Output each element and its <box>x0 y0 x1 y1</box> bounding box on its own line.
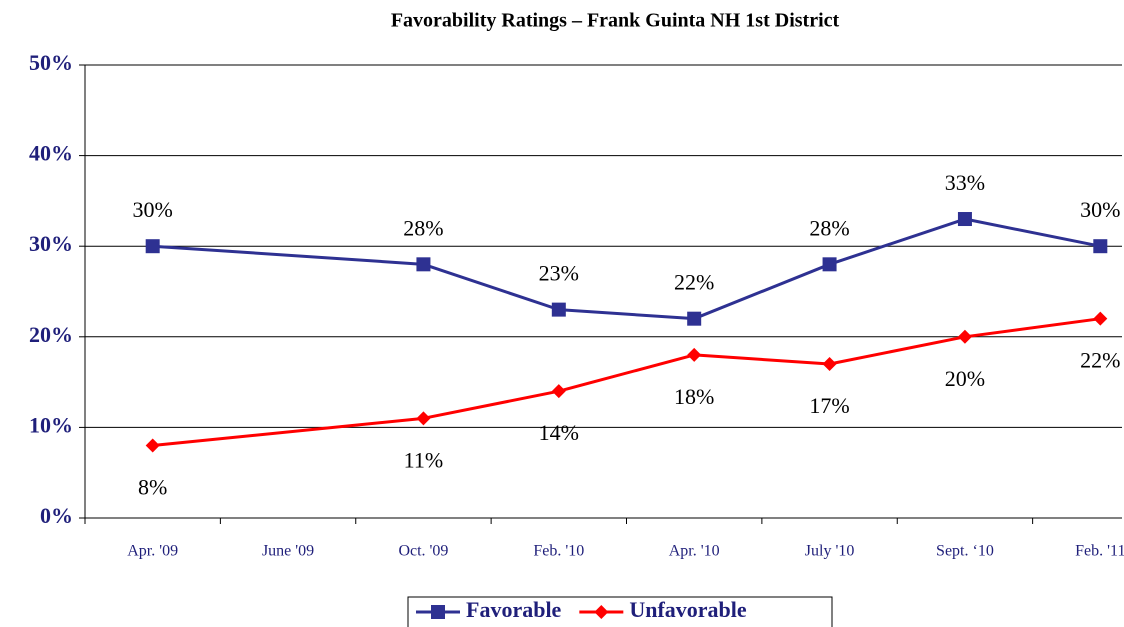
data-label: 30% <box>133 197 173 222</box>
marker <box>957 212 972 227</box>
chart-title: Favorability Ratings – Frank Guinta NH 1… <box>391 10 840 32</box>
data-label: 8% <box>138 475 167 500</box>
line-segment <box>964 217 1101 248</box>
marker <box>687 311 702 326</box>
marker <box>551 302 566 317</box>
data-label: 23% <box>539 261 579 286</box>
marker <box>957 329 972 344</box>
data-label: 22% <box>1080 348 1120 373</box>
data-label: 14% <box>539 420 579 445</box>
line-segment <box>423 389 560 420</box>
line-segment <box>829 335 966 366</box>
x-tick-label: July '10 <box>805 543 855 560</box>
marker <box>687 347 702 362</box>
line-segment <box>558 353 695 393</box>
y-tick-label: 20% <box>29 322 73 347</box>
x-tick-label: Feb. '11 <box>1075 543 1124 560</box>
marker <box>431 605 445 619</box>
data-label: 28% <box>809 215 849 240</box>
x-tick-label: Feb. '10 <box>533 543 584 560</box>
data-label: 11% <box>404 447 444 472</box>
x-tick-label: Sept. ‘10 <box>936 543 994 560</box>
y-tick-label: 50% <box>29 50 73 75</box>
marker <box>416 257 431 272</box>
legend-label: Favorable <box>466 597 562 622</box>
x-tick-label: June '09 <box>262 543 314 560</box>
marker <box>822 356 837 371</box>
data-label: 28% <box>403 215 443 240</box>
marker <box>1093 311 1108 326</box>
line-segment <box>422 262 560 312</box>
marker <box>145 239 160 254</box>
data-label: 17% <box>809 393 849 418</box>
line-segment <box>829 217 966 266</box>
marker <box>551 384 566 399</box>
marker <box>145 438 160 453</box>
y-tick-label: 40% <box>29 141 73 166</box>
line-segment <box>152 416 424 448</box>
data-label: 20% <box>945 366 985 391</box>
y-tick-label: 0% <box>40 503 73 528</box>
y-tick-label: 10% <box>29 412 73 437</box>
x-tick-label: Oct. '09 <box>398 543 448 560</box>
legend-label: Unfavorable <box>629 597 747 622</box>
data-label: 30% <box>1080 197 1120 222</box>
marker <box>822 257 837 272</box>
line-segment <box>558 308 695 321</box>
x-tick-label: Apr. '10 <box>669 543 720 560</box>
data-label: 33% <box>945 170 985 195</box>
y-tick-label: 30% <box>29 231 73 256</box>
line-segment <box>152 244 424 266</box>
data-label: 22% <box>674 270 714 295</box>
marker <box>1093 239 1108 254</box>
line-segment <box>694 353 830 366</box>
line-segment <box>964 317 1101 339</box>
marker <box>416 411 431 426</box>
line-segment <box>693 262 831 321</box>
marker <box>594 605 609 619</box>
x-tick-label: Apr. '09 <box>127 543 178 560</box>
data-label: 18% <box>674 384 714 409</box>
